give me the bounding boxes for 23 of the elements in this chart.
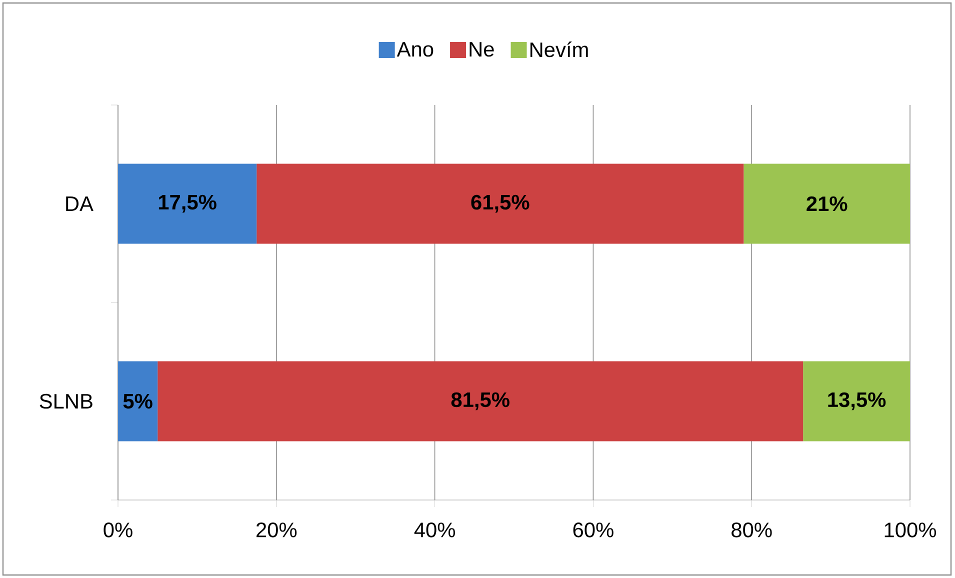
- data-label: 5%: [123, 394, 152, 409]
- y-tick-label: DA: [66, 196, 94, 211]
- x-tick-label: 80%: [732, 522, 772, 538]
- x-tick-label: 0%: [104, 522, 132, 538]
- legend-label: Nevím: [530, 42, 588, 58]
- data-label: 81,5%: [451, 392, 510, 410]
- bar: [118, 164, 257, 244]
- bar: [158, 361, 804, 442]
- bar: [744, 164, 910, 244]
- x-tick-label: 100%: [884, 522, 936, 538]
- bar: [256, 164, 744, 244]
- legend-label: Ne: [470, 42, 494, 57]
- data-label: 13,5%: [828, 392, 886, 410]
- data-label: 61,5%: [471, 194, 530, 213]
- data-label: 17,5%: [158, 194, 216, 213]
- bar: [803, 361, 910, 442]
- bar: [118, 361, 158, 442]
- x-tick-label: 60%: [573, 522, 614, 538]
- y-tick-label: SLNB: [40, 394, 92, 409]
- x-tick-label: 20%: [256, 522, 297, 538]
- data-label: 21%: [806, 196, 848, 212]
- legend-label: Ano: [396, 42, 434, 57]
- x-tick-label: 40%: [414, 522, 455, 538]
